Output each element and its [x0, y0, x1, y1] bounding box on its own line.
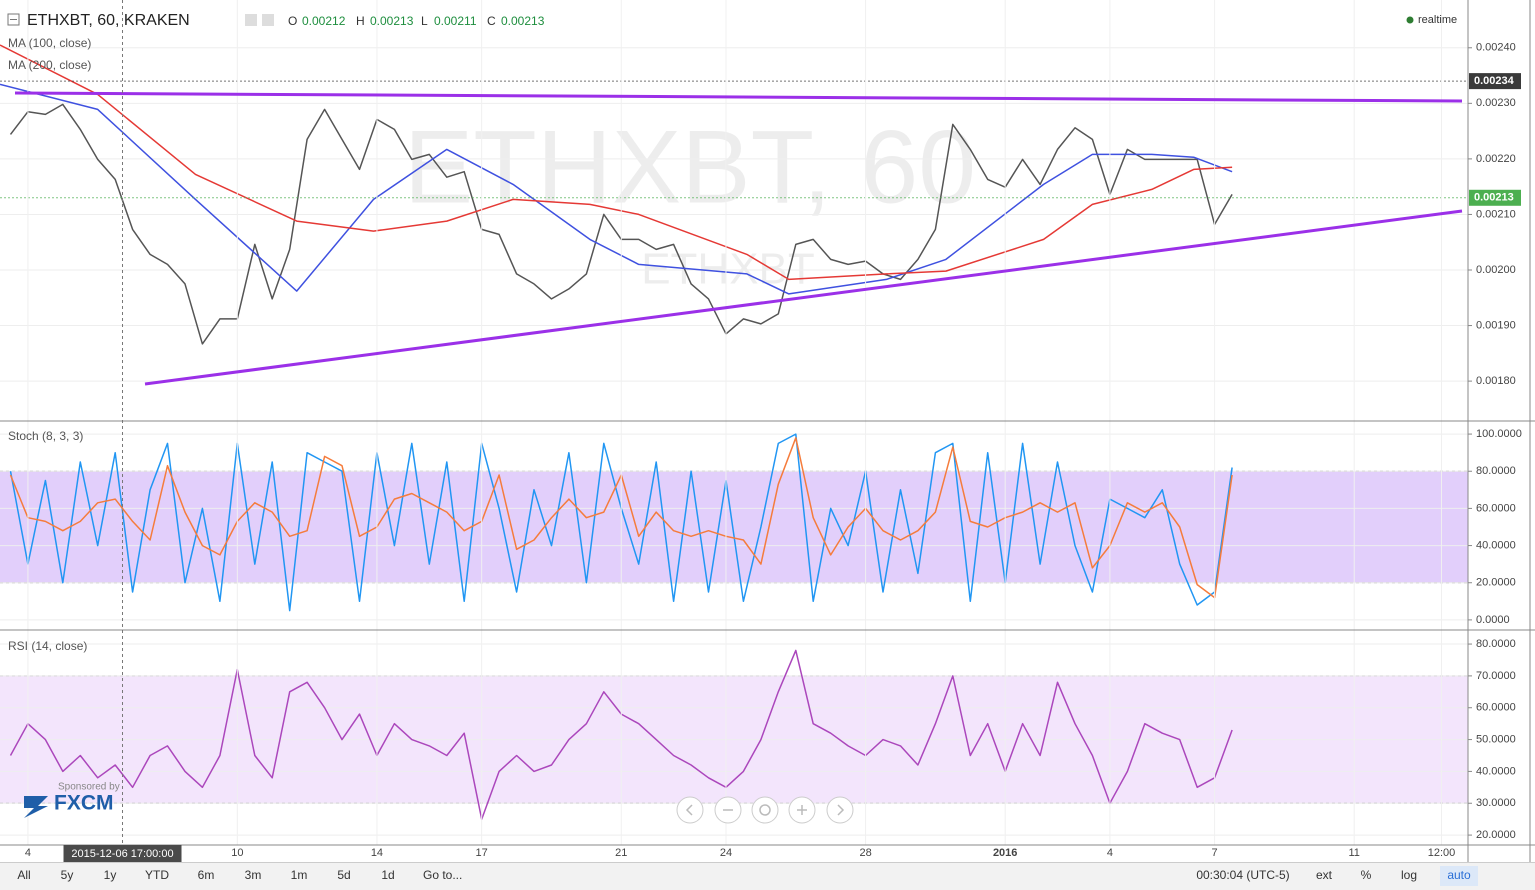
header-icons[interactable] [245, 14, 274, 26]
indicator-line [0, 44, 1233, 281]
trend-line [14, 91, 1463, 103]
y-tick-label: 0.00230 [1476, 97, 1516, 109]
y-tick-label: 40.0000 [1476, 539, 1516, 551]
icon[interactable] [262, 14, 274, 26]
scroll-right-button[interactable] [826, 796, 854, 824]
x-tick-label: 28 [859, 847, 871, 859]
symbol-title: ETHXBT, 60, KRAKEN [27, 12, 190, 29]
ohlc-key: C [487, 14, 496, 28]
y-tick-label: 0.0000 [1476, 614, 1510, 626]
ohlc-key: O [288, 14, 297, 28]
zoom-controls[interactable] [676, 796, 854, 824]
x-tick-label: 4 [1107, 847, 1113, 859]
ohlc-value: 0.00211 [434, 14, 477, 28]
ohlc-key: H [356, 14, 365, 28]
x-tick-label: 24 [720, 847, 732, 859]
sponsor-text: Sponsored by [58, 782, 120, 793]
y-tick-label: 80.0000 [1476, 638, 1516, 650]
watermark: ETHXBT, 60 [404, 109, 976, 225]
y-tick-label: 20.0000 [1476, 829, 1516, 841]
range-button[interactable]: 3m [245, 868, 262, 882]
range-button[interactable]: 1y [104, 868, 117, 882]
x-tick-label: 11 [1349, 847, 1360, 859]
option-button[interactable]: log [1401, 868, 1417, 882]
y-tick-label: 50.0000 [1476, 733, 1516, 745]
status: realtime [1418, 14, 1457, 26]
range-button[interactable]: 5y [61, 868, 74, 882]
range-button[interactable]: 1m [291, 868, 308, 882]
toolbar [0, 863, 1535, 890]
legend-entry: MA (100, close) [8, 36, 91, 50]
indicator-line [0, 83, 1233, 295]
y-tick-label: 60.0000 [1476, 502, 1516, 514]
y-tick-label: 40.0000 [1476, 765, 1516, 777]
y-tick-label: 0.00200 [1476, 264, 1516, 276]
scroll-left-button[interactable] [676, 796, 704, 824]
sponsor-logo [24, 796, 48, 818]
y-tick-label: 0.00240 [1476, 42, 1516, 54]
option-button[interactable]: auto [1447, 868, 1471, 882]
band-fill [0, 471, 1468, 583]
legend-entry: MA (200, close) [8, 58, 91, 72]
ohlc-value: 0.00213 [501, 14, 545, 28]
sponsor-brand: FXCM [54, 792, 114, 815]
auto-active [1440, 866, 1478, 886]
pane-title: RSI (14, close) [8, 639, 87, 653]
x-tick-label: 2016 [993, 847, 1017, 859]
range-button[interactable]: 6m [198, 868, 215, 882]
y-tick-label: 70.0000 [1476, 670, 1516, 682]
pane-title: Stoch (8, 3, 3) [8, 429, 83, 443]
option-button[interactable]: % [1361, 868, 1372, 882]
ohlc-value: 0.00213 [370, 14, 414, 28]
trend-line [144, 209, 1463, 386]
watermark-sub: ETHXBT [641, 245, 815, 294]
ohlc-value: 0.00212 [302, 14, 346, 28]
price-marker [1469, 73, 1521, 90]
price-marker-label: 0.00234 [1474, 75, 1515, 87]
menu-icon[interactable] [7, 13, 20, 26]
y-tick-label: 60.0000 [1476, 702, 1516, 714]
x-tick-label: 7 [1212, 847, 1218, 859]
price-marker [1469, 189, 1521, 206]
y-tick-label: 30.0000 [1476, 797, 1516, 809]
y-tick-label: 80.0000 [1476, 465, 1516, 477]
crosshair-label: 2015-12-06 17:00:00 [71, 848, 173, 860]
toolbar-items: All 5y 1y YTD 6m 3m 1m 5d 1d Go to... ext% log auto [17, 866, 1478, 886]
clock: 00:30:04 (UTC-5) [1196, 868, 1289, 882]
crosshair-box [63, 845, 182, 862]
x-tick-label: 17 [476, 847, 488, 859]
x-tick-label: 10 [231, 847, 243, 859]
range-button[interactable]: All [17, 868, 30, 882]
range-button[interactable]: 1d [381, 868, 394, 882]
reset-button[interactable] [751, 796, 779, 824]
ohlc-key: L [421, 14, 428, 28]
x-tick-label: 4 [25, 847, 31, 859]
y-tick-label: 20.0000 [1476, 577, 1516, 589]
range-button[interactable]: YTD [145, 868, 169, 882]
y-tick-label: 100.0000 [1476, 428, 1522, 440]
icon[interactable] [245, 14, 257, 26]
range-button[interactable]: 5d [337, 868, 350, 882]
x-tick-label: 14 [371, 847, 383, 859]
x-tick-label: 21 [615, 847, 627, 859]
x-tick-label: 12:00 [1428, 847, 1456, 859]
zoom-icons [759, 804, 771, 816]
price-marker-label: 0.00213 [1474, 192, 1514, 204]
goto-button[interactable]: Go to... [423, 868, 462, 882]
y-tick-label: 0.00220 [1476, 153, 1516, 165]
y-tick-label: 0.00180 [1476, 375, 1516, 387]
plot-layer [0, 0, 1472, 845]
option-button[interactable]: ext [1316, 868, 1333, 882]
y-tick-label: 0.00190 [1476, 319, 1516, 331]
status-dot [1406, 16, 1414, 24]
zoom-icons [685, 804, 845, 816]
y-tick-label: 0.00210 [1476, 208, 1516, 220]
